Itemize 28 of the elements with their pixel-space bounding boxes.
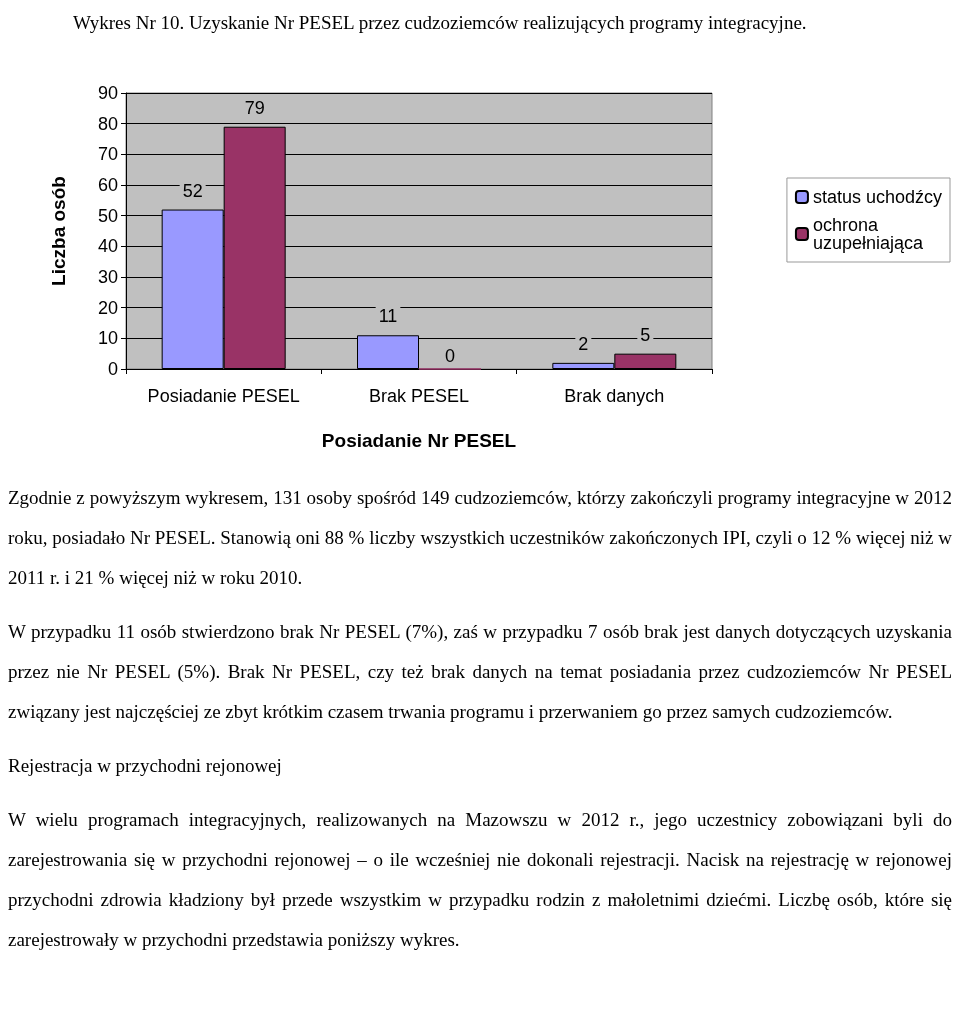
y-tick-label: 30 <box>97 267 118 287</box>
y-tick-label: 60 <box>97 175 118 195</box>
x-tick-label: Brak danych <box>564 386 665 406</box>
text: Zgodnie z powyższym wykresem, 131 osoby spośród 149 cudzoziemców, którzy zakończyli programy integracyjne w 2012 roku, posiadało Nr PESEL. Stanowią oni 88 % liczby wszystkich uczestników zakończonych IPI, czyli o 12 % więcej niż w 2011 r. i 21 % więcej niż w roku 2010. <box>8 486 952 590</box>
x-tick-label: Brak PESEL <box>368 386 470 406</box>
legend-label: status uchodźcy <box>812 187 943 207</box>
y-tick-label: 50 <box>97 205 118 226</box>
y-axis-title: Liczba osób <box>48 176 69 286</box>
data-label: 0 <box>444 345 456 366</box>
chart-title: Wykres Nr 10. Uzyskanie Nr PESEL przez cudzoziemców realizujących programy integracyjne. <box>73 12 807 33</box>
legend-label: ochrona uzupełniająca <box>812 215 924 253</box>
text: W przypadku 11 osób stwierdzono brak Nr PESEL (7%), zaś w przypadku 7 osób brak jest danych dotyczących uzyskania przez nie Nr PESEL (5%). Brak Nr PESEL, czy też brak danych na temat posiadania przez cudzoziemców Nr PESEL związany jest najczęściej ze zbyt krótkim czasem trwania programu i przerwaniem go przez samych cudzoziemców. <box>8 620 952 724</box>
y-tick-label: 20 <box>97 297 118 318</box>
data-label: 52 <box>182 180 203 201</box>
x-axis-title: Posiadanie Nr PESEL <box>321 430 517 451</box>
x-tick-label: Posiadanie PESEL <box>147 386 300 406</box>
data-label: 79 <box>244 97 265 118</box>
y-tick-label: 40 <box>97 236 118 257</box>
y-tick-label: 0 <box>107 359 118 379</box>
data-label: 5 <box>640 324 651 345</box>
text: W wielu programach integracyjnych, realizowanych na Mazowszu w 2012 r., jego uczestnicy zobowiązani byli do zarejestrowania się w przychodni rejonowej – o ile wcześniej nie dokonali rejestracji. Nacisk na rejestrację w rejonowej przychodni zdrowia kładziony był przede wszystkim w przypadku rodzin z małoletnimi dziećmi. Liczbę osób, które się zarejestrowały w przychodni przedstawia poniższy wykres. <box>8 808 952 952</box>
text: Rejestracja w przychodni rejonowej <box>8 754 283 778</box>
y-tick-label: 70 <box>97 144 118 165</box>
data-label: 2 <box>578 333 589 354</box>
y-tick-label: 80 <box>97 113 118 134</box>
y-tick-label: 10 <box>97 328 118 349</box>
y-tick-label: 90 <box>97 83 118 103</box>
data-label: 11 <box>378 306 398 327</box>
